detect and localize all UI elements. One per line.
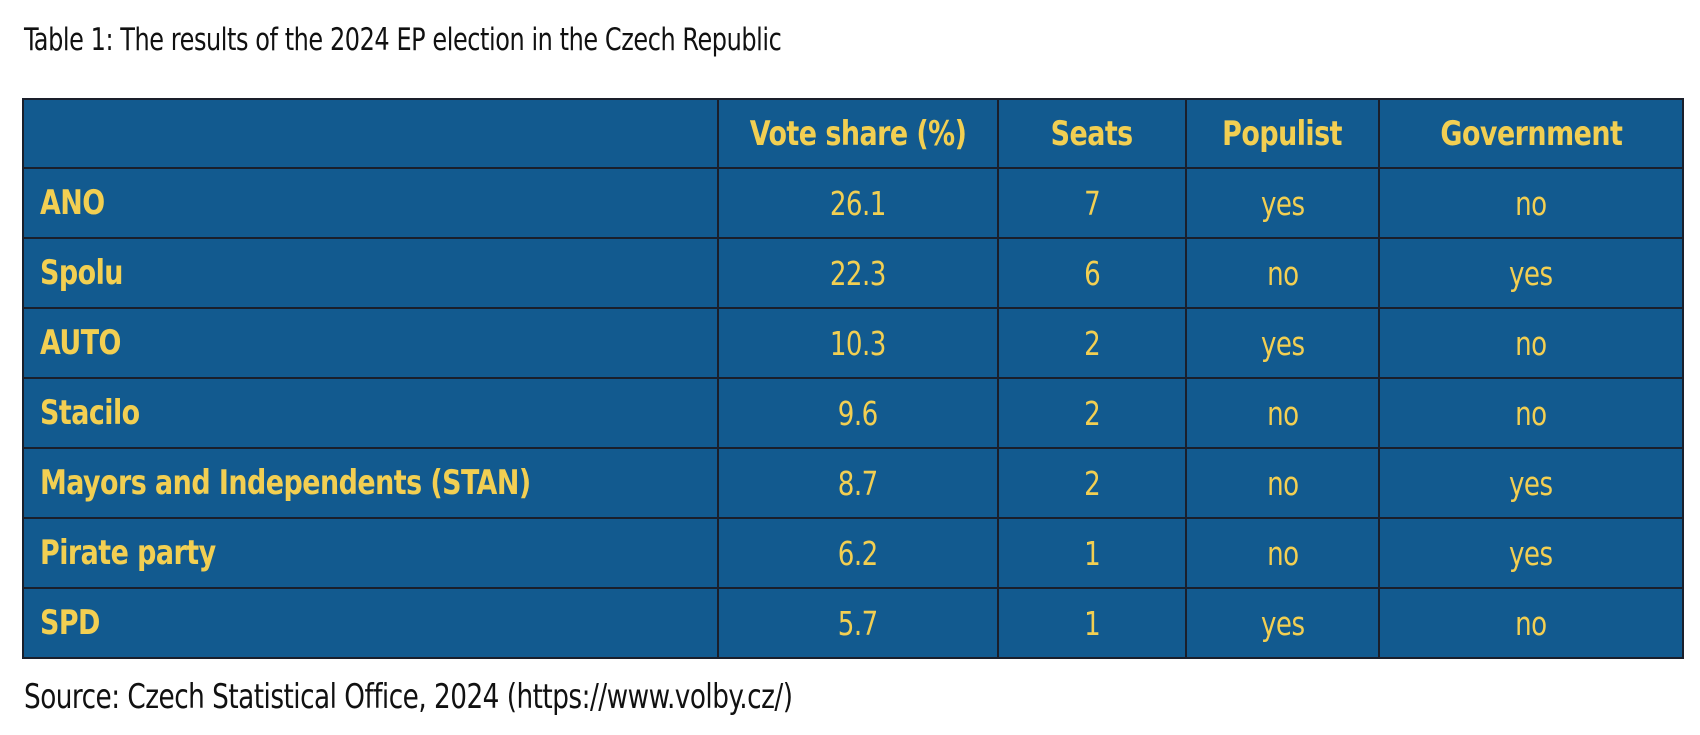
- seats-cell: 7: [997, 167, 1187, 239]
- header-populist: Populist: [1185, 98, 1380, 169]
- vote-share-cell: 9.6: [717, 377, 999, 449]
- party-cell: ANO: [22, 167, 719, 239]
- populist-cell: no: [1185, 517, 1380, 589]
- vote-share-cell: 6.2: [717, 517, 999, 589]
- vote-share-cell: 22.3: [717, 237, 999, 309]
- vote-share-cell: 8.7: [717, 447, 999, 519]
- header-vote-share: Vote share (%): [717, 98, 999, 169]
- party-cell: Mayors and Independents (STAN): [22, 447, 719, 519]
- header-government: Government: [1378, 98, 1684, 169]
- party-cell: AUTO: [22, 307, 719, 379]
- seats-cell: 2: [997, 377, 1187, 449]
- government-cell: yes: [1378, 517, 1684, 589]
- populist-cell: no: [1185, 377, 1380, 449]
- populist-cell: yes: [1185, 587, 1380, 659]
- populist-cell: no: [1185, 237, 1380, 309]
- party-cell: SPD: [22, 587, 719, 659]
- government-cell: yes: [1378, 237, 1684, 309]
- seats-cell: 1: [997, 517, 1187, 589]
- seats-cell: 1: [997, 587, 1187, 659]
- table-header-row: Vote share (%) Seats Populist Government: [22, 98, 1684, 169]
- vote-share-cell: 5.7: [717, 587, 999, 659]
- government-cell: no: [1378, 377, 1684, 449]
- results-table: Vote share (%) Seats Populist Government…: [22, 98, 1684, 659]
- table-row: ANO 26.1 7 yes no: [22, 167, 1684, 239]
- populist-cell: no: [1185, 447, 1380, 519]
- party-cell: Spolu: [22, 237, 719, 309]
- table-row: SPD 5.7 1 yes no: [22, 587, 1684, 659]
- table-caption: Table 1: The results of the 2024 EP elec…: [24, 22, 782, 58]
- populist-cell: yes: [1185, 307, 1380, 379]
- seats-cell: 6: [997, 237, 1187, 309]
- source-note: Source: Czech Statistical Office, 2024 (…: [24, 677, 793, 717]
- table-row: Spolu 22.3 6 no yes: [22, 237, 1684, 309]
- government-cell: yes: [1378, 447, 1684, 519]
- table-row: AUTO 10.3 2 yes no: [22, 307, 1684, 379]
- party-cell: Stacilo: [22, 377, 719, 449]
- table-row: Pirate party 6.2 1 no yes: [22, 517, 1684, 589]
- header-seats: Seats: [997, 98, 1187, 169]
- government-cell: no: [1378, 307, 1684, 379]
- vote-share-cell: 10.3: [717, 307, 999, 379]
- party-cell: Pirate party: [22, 517, 719, 589]
- table-row: Mayors and Independents (STAN) 8.7 2 no …: [22, 447, 1684, 519]
- vote-share-cell: 26.1: [717, 167, 999, 239]
- seats-cell: 2: [997, 447, 1187, 519]
- seats-cell: 2: [997, 307, 1187, 379]
- table-row: Stacilo 9.6 2 no no: [22, 377, 1684, 449]
- populist-cell: yes: [1185, 167, 1380, 239]
- header-party: [22, 98, 719, 169]
- government-cell: no: [1378, 167, 1684, 239]
- results-table-container: Vote share (%) Seats Populist Government…: [22, 98, 1684, 659]
- government-cell: no: [1378, 587, 1684, 659]
